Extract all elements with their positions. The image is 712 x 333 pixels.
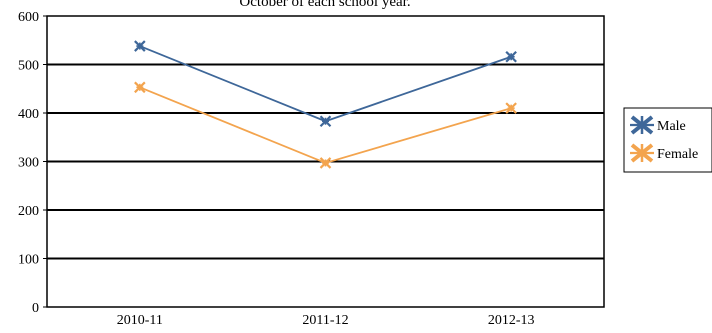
- data-point-female: [505, 102, 517, 114]
- legend-label-male: Male: [657, 119, 686, 134]
- series-male: [134, 40, 517, 128]
- legend-label-female: Female: [657, 147, 698, 162]
- x-tick-label: 2012-13: [488, 313, 535, 328]
- y-tick-label: 0: [32, 301, 39, 316]
- y-tick-label: 500: [18, 59, 39, 74]
- y-tick-label: 200: [18, 204, 39, 219]
- data-point-male: [505, 50, 517, 63]
- data-point-male: [134, 40, 146, 52]
- y-tick-label: 400: [18, 107, 39, 122]
- y-tick-label: 600: [18, 10, 39, 25]
- series-female: [134, 81, 517, 169]
- y-tick-label: 100: [18, 253, 39, 268]
- y-axis: 0 100 200 300 400 500 600: [18, 10, 47, 316]
- data-point-male: [319, 115, 332, 128]
- x-tick-label: 2011-12: [302, 313, 348, 328]
- legend: Male Female: [623, 107, 712, 173]
- legend-marker-male: [630, 115, 654, 135]
- x-axis: 2010-11 2011-12 2012-13: [117, 313, 535, 328]
- data-point-female: [319, 157, 332, 169]
- x-tick-label: 2010-11: [117, 313, 163, 328]
- y-tick-label: 300: [18, 156, 39, 171]
- legend-box: [623, 107, 712, 173]
- legend-marker-female: [630, 143, 654, 163]
- data-point-female: [134, 81, 146, 94]
- chart-title: October of each school year.: [239, 0, 410, 10]
- series-group: [134, 40, 517, 169]
- series-line-female: [139, 86, 512, 164]
